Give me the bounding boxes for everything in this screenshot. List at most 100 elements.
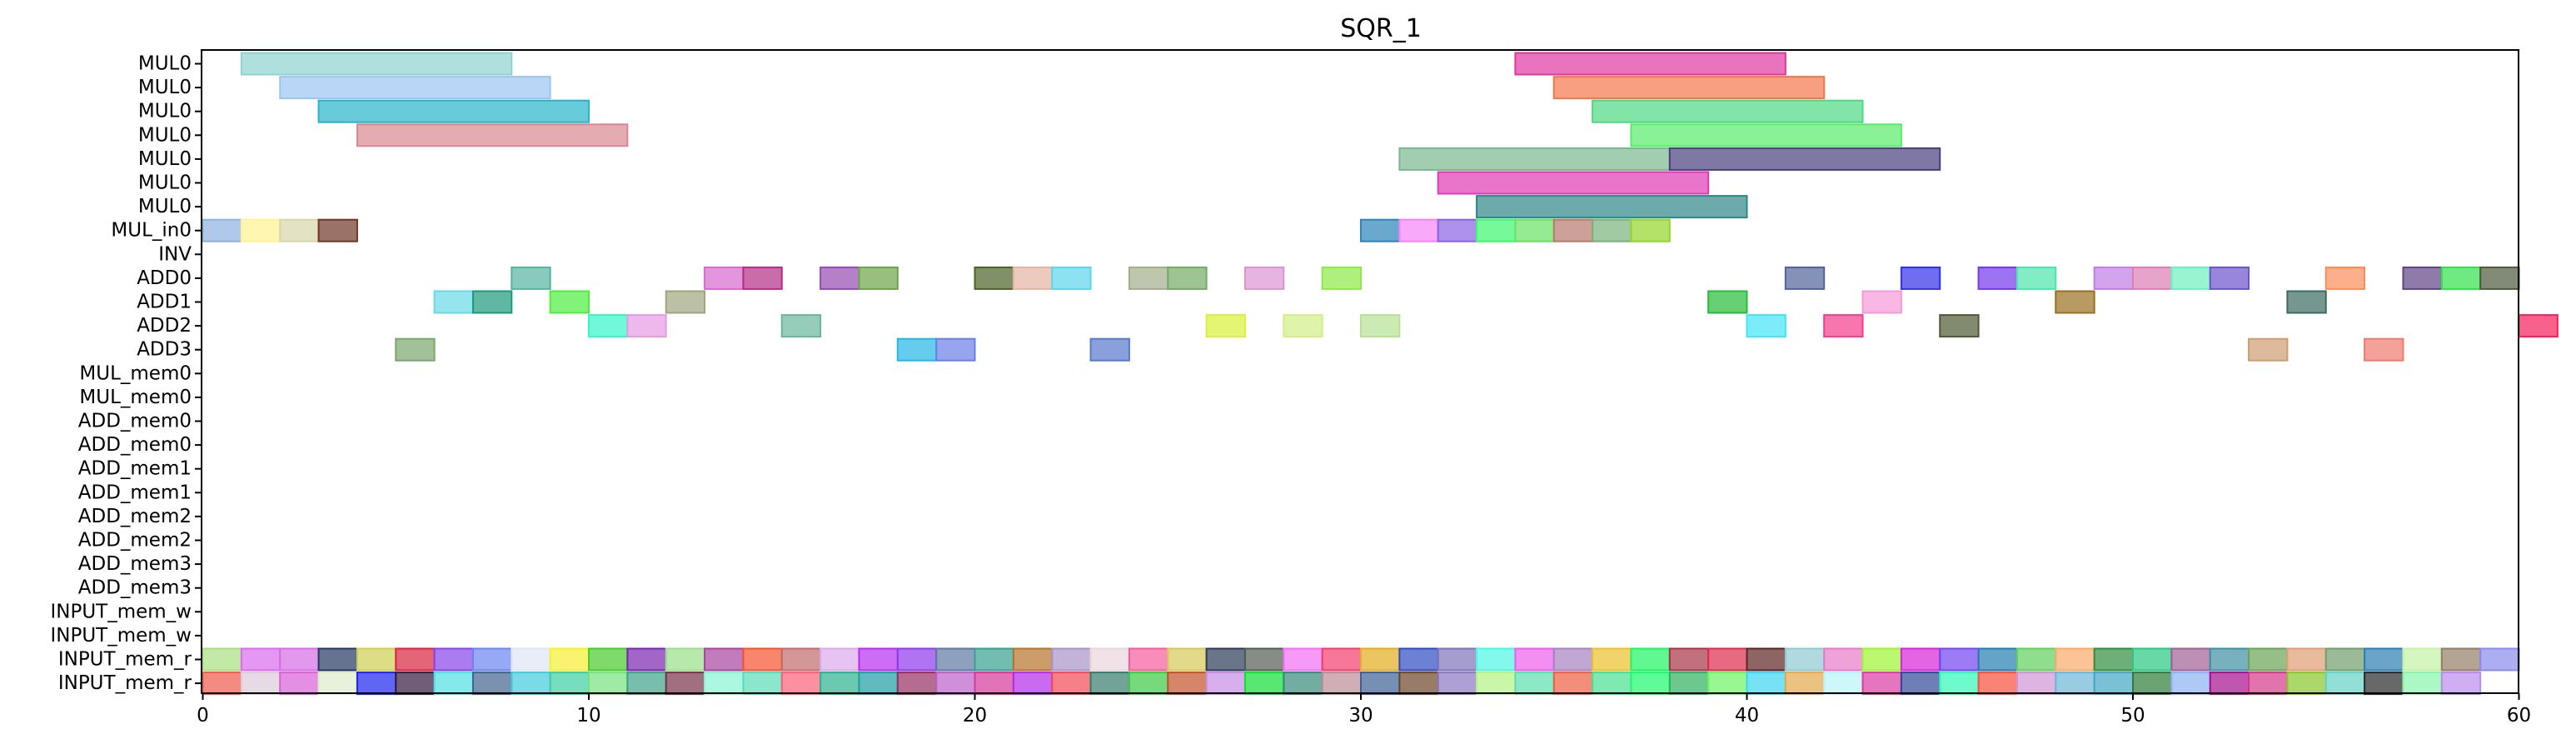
task-bar bbox=[1552, 76, 1826, 100]
task-bar bbox=[588, 314, 629, 338]
task-bar bbox=[1243, 266, 1285, 290]
y-tick-label: MUL0 bbox=[138, 196, 192, 217]
task-bar bbox=[279, 672, 320, 696]
x-tick-label: 20 bbox=[963, 705, 987, 727]
task-bar bbox=[433, 290, 474, 314]
task-bar bbox=[1283, 647, 1323, 672]
task-bar bbox=[1552, 672, 1594, 696]
task-bar bbox=[974, 266, 1014, 290]
task-bar bbox=[1360, 672, 1401, 696]
task-bar bbox=[1167, 266, 1208, 290]
task-bar bbox=[1592, 99, 1864, 123]
y-tick-label: MUL_mem0 bbox=[79, 362, 192, 384]
x-tick-label: 40 bbox=[1735, 705, 1759, 727]
task-bar bbox=[1167, 672, 1208, 696]
task-bar bbox=[2170, 647, 2211, 672]
y-tick-label: MUL0 bbox=[138, 124, 192, 146]
chart-title: SQR_1 bbox=[1340, 14, 1422, 43]
task-bar bbox=[2248, 647, 2289, 672]
x-tick-label: 0 bbox=[197, 705, 209, 727]
plot-frame bbox=[201, 49, 2519, 694]
task-bar bbox=[820, 672, 860, 696]
task-bar bbox=[1167, 647, 1208, 672]
y-tick-label: INPUT_mem_w bbox=[50, 625, 192, 647]
task-bar bbox=[1900, 647, 1941, 672]
task-bar bbox=[471, 672, 513, 696]
task-bar bbox=[1630, 218, 1671, 242]
task-bar bbox=[1900, 672, 1941, 696]
task-bar bbox=[1128, 672, 1169, 696]
y-tick-label: ADD3 bbox=[137, 339, 192, 361]
task-bar bbox=[935, 672, 976, 696]
task-bar bbox=[1476, 195, 1748, 219]
task-bar bbox=[626, 672, 667, 696]
task-bar bbox=[1321, 672, 1363, 696]
task-bar bbox=[1283, 672, 1323, 696]
y-tick-label: MUL0 bbox=[138, 101, 192, 122]
task-bar bbox=[1321, 647, 1363, 672]
task-bar bbox=[2209, 672, 2250, 696]
task-bar bbox=[2132, 647, 2173, 672]
y-tick-label: MUL0 bbox=[138, 77, 192, 98]
y-tick-label: ADD_mem1 bbox=[78, 458, 192, 480]
y-tick-label: ADD0 bbox=[137, 267, 192, 289]
y-tick-label: ADD_mem3 bbox=[78, 553, 192, 575]
task-bar bbox=[1283, 314, 1323, 338]
task-bar bbox=[2479, 266, 2520, 290]
task-bar bbox=[317, 99, 590, 123]
task-bar bbox=[1398, 218, 1439, 242]
task-bar bbox=[511, 266, 551, 290]
task-bar bbox=[1089, 647, 1130, 672]
task-bar bbox=[1051, 672, 1092, 696]
task-bar bbox=[1746, 647, 1786, 672]
task-bar bbox=[1630, 672, 1671, 696]
task-bar bbox=[2015, 266, 2057, 290]
task-bar bbox=[2055, 647, 2095, 672]
task-bar bbox=[1205, 672, 1246, 696]
task-bar bbox=[240, 52, 513, 76]
y-tick-label: INV bbox=[158, 243, 192, 265]
task-bar bbox=[626, 314, 667, 338]
y-tick-label: ADD_mem1 bbox=[78, 482, 192, 503]
task-bar bbox=[1592, 647, 1632, 672]
task-bar bbox=[1630, 647, 1671, 672]
task-bar bbox=[2286, 672, 2327, 696]
y-tick-label: ADD_mem3 bbox=[78, 577, 192, 599]
task-bar bbox=[202, 647, 242, 672]
y-tick-label: MUL0 bbox=[138, 172, 192, 194]
task-bar bbox=[1900, 266, 1941, 290]
task-bar bbox=[2364, 337, 2404, 362]
task-bar bbox=[704, 647, 745, 672]
y-tick-label: MUL0 bbox=[138, 53, 192, 75]
task-bar bbox=[2286, 647, 2327, 672]
task-bar bbox=[2132, 266, 2173, 290]
task-bar bbox=[1321, 266, 1363, 290]
task-bar bbox=[511, 647, 551, 672]
task-bar bbox=[1205, 647, 1246, 672]
task-bar bbox=[549, 672, 590, 696]
task-bar bbox=[704, 672, 745, 696]
task-bar bbox=[2518, 314, 2559, 338]
task-bar bbox=[742, 647, 783, 672]
task-bar bbox=[2015, 647, 2057, 672]
task-bar bbox=[896, 337, 938, 362]
task-bar bbox=[1592, 218, 1632, 242]
task-bar bbox=[1630, 123, 1902, 147]
task-bar bbox=[2209, 647, 2250, 672]
task-bar bbox=[279, 218, 320, 242]
task-bar bbox=[1012, 647, 1054, 672]
task-bar bbox=[1977, 672, 2018, 696]
task-bar bbox=[1977, 266, 2018, 290]
task-bar bbox=[1939, 314, 1980, 338]
task-bar bbox=[1398, 647, 1439, 672]
task-bar bbox=[1823, 672, 1864, 696]
y-tick-label: MUL0 bbox=[138, 148, 192, 170]
task-bar bbox=[2093, 266, 2134, 290]
task-bar bbox=[1051, 647, 1092, 672]
task-bar bbox=[1514, 52, 1786, 76]
task-bar bbox=[1552, 647, 1594, 672]
task-bar bbox=[1746, 672, 1786, 696]
task-bar bbox=[2364, 647, 2404, 672]
task-bar bbox=[1707, 290, 1748, 314]
